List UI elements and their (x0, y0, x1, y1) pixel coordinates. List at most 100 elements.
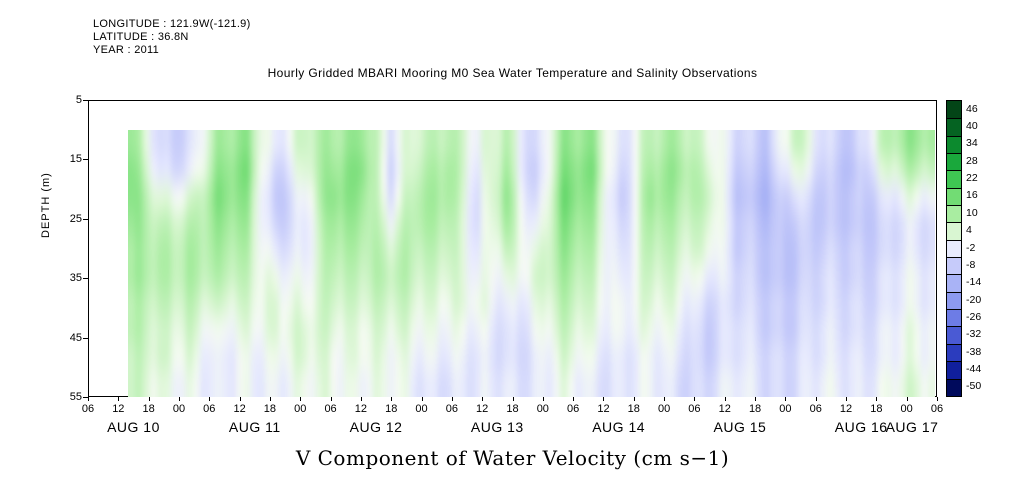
x-tick-label: 12 (112, 403, 125, 415)
y-tick-label: 55 (69, 391, 82, 403)
colorbar-segment (947, 378, 961, 396)
x-tick-label: 12 (233, 403, 246, 415)
colorbar-segment (947, 170, 961, 188)
x-tick-mark (451, 397, 453, 401)
colorbar-segment (947, 153, 961, 171)
colorbar-segment (947, 187, 961, 206)
colorbar-segment (947, 205, 961, 223)
x-day-label: AUG 11 (228, 419, 281, 435)
x-tick-mark (785, 397, 787, 401)
heatmap-canvas (128, 130, 935, 397)
x-tick-label: 18 (748, 403, 762, 415)
colorbar-segment (947, 135, 961, 154)
x-tick-mark (391, 397, 393, 401)
x-tick-label: 00 (779, 403, 792, 415)
x-day-label: AUG 17 (885, 419, 939, 435)
x-day-label: AUG 12 (349, 419, 403, 435)
y-tick-mark (83, 278, 88, 280)
x-tick-label: 00 (415, 403, 428, 415)
x-tick-mark (755, 397, 757, 401)
x-tick-mark (360, 397, 362, 401)
x-tick-label: 18 (385, 403, 398, 415)
x-tick-label: 00 (657, 403, 671, 415)
x-tick-label: 06 (81, 403, 95, 415)
colorbar-segment (947, 274, 961, 292)
colorbar-segment (947, 101, 961, 119)
x-tick-mark (694, 397, 696, 401)
x-tick-label: 06 (567, 403, 580, 415)
colorbar-tick-label: 34 (966, 137, 978, 150)
x-tick-mark (421, 397, 423, 401)
y-tick-mark (83, 218, 88, 220)
colorbar-segment (947, 326, 961, 344)
colorbar-tick-label: 40 (966, 120, 978, 133)
x-tick-mark (239, 397, 241, 401)
x-tick-label: 06 (809, 403, 822, 415)
y-tick-mark (83, 100, 88, 101)
x-tick-mark (269, 397, 271, 401)
x-tick-label: 18 (263, 403, 277, 415)
x-tick-mark (876, 397, 878, 401)
colorbar-tick-label: 46 (966, 102, 978, 115)
y-axis-label: DEPTH (m) (40, 172, 52, 238)
colorbar-segment (947, 239, 961, 258)
x-tick-mark (664, 397, 666, 401)
x-tick-label: 00 (172, 403, 186, 415)
y-tick-label: 15 (69, 153, 82, 166)
x-tick-label: 00 (900, 403, 913, 415)
x-tick-label: 18 (506, 403, 519, 415)
x-day-label: AUG 15 (713, 419, 767, 435)
x-tick-label: 06 (688, 403, 701, 415)
x-day-label: AUG 13 (470, 419, 524, 435)
colorbar (946, 100, 962, 397)
header-longitude: LONGITUDE : 121.9W(-121.9) (93, 18, 251, 30)
x-tick-label: 06 (324, 403, 337, 415)
x-tick-label: 12 (354, 403, 368, 415)
colorbar-tick-label: -20 (966, 293, 982, 306)
x-tick-mark (300, 397, 302, 401)
x-tick-mark (633, 397, 635, 401)
y-tick-label: 35 (69, 272, 82, 285)
x-tick-label: 12 (597, 403, 610, 415)
header-info: LONGITUDE : 121.9W(-121.9) LATITUDE : 36… (93, 18, 251, 57)
y-tick-label: 5 (75, 94, 82, 106)
colorbar-segment (947, 222, 961, 240)
colorbar-tick-label: -32 (966, 328, 982, 341)
colorbar-tick-label: -8 (966, 258, 976, 271)
x-tick-label: 18 (870, 403, 883, 415)
colorbar-tick-label: -38 (966, 345, 982, 358)
x-tick-mark (512, 397, 514, 401)
colorbar-tick-label: 28 (966, 154, 978, 167)
colorbar-segment (947, 343, 961, 362)
colorbar-segment (947, 118, 961, 136)
header-year: YEAR : 2011 (93, 44, 160, 56)
x-tick-mark (148, 397, 150, 401)
colorbar-segment (947, 257, 961, 275)
x-tick-label: 12 (476, 403, 489, 415)
x-day-label: AUG 10 (107, 419, 160, 435)
y-tick-mark (83, 337, 88, 339)
x-tick-mark (603, 397, 605, 401)
y-tick-label: 45 (69, 331, 82, 344)
colorbar-segment (947, 361, 961, 379)
colorbar-tick-label: -14 (966, 276, 982, 289)
chart-title: Hourly Gridded MBARI Mooring M0 Sea Wate… (267, 66, 758, 80)
x-tick-label: 06 (930, 403, 944, 415)
x-tick-mark (846, 397, 848, 401)
colorbar-segment (947, 291, 961, 310)
colorbar-tick-label: -50 (966, 380, 982, 393)
colorbar-tick-label: -2 (966, 241, 976, 254)
colorbar-tick-label: 10 (966, 206, 978, 219)
x-tick-mark (482, 397, 484, 401)
x-tick-label: 12 (718, 403, 731, 415)
x-tick-mark (88, 397, 89, 401)
y-tick-mark (83, 397, 88, 398)
x-tick-label: 06 (445, 403, 458, 415)
x-tick-mark (573, 397, 575, 401)
x-tick-label: 12 (839, 403, 853, 415)
header-latitude: LATITUDE : 36.8N (93, 31, 189, 43)
x-tick-label: 00 (536, 403, 549, 415)
colorbar-tick-label: 16 (966, 189, 978, 202)
x-tick-mark (118, 397, 120, 401)
